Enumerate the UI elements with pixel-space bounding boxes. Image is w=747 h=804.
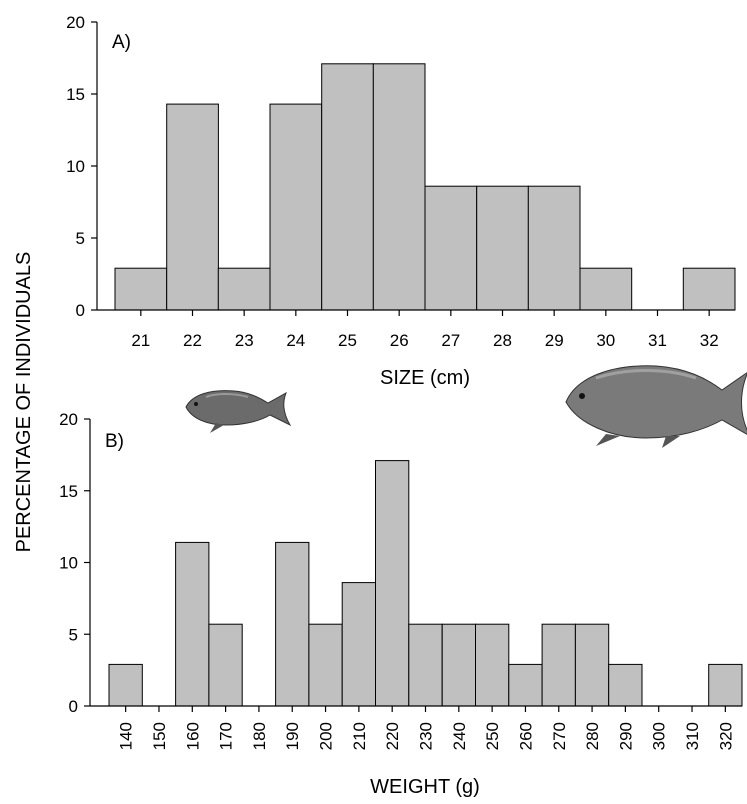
y-tick-label-b: 5 [69,625,78,644]
x-tick-label-a: 22 [183,331,202,350]
x-tick-label-b: 250 [483,722,502,750]
x-tick-label-b: 280 [583,722,602,750]
y-tick-label-a: 15 [66,85,85,104]
x-tick-label-b: 150 [150,722,169,750]
y-ticks-b: 0 5 10 15 20 [59,410,90,716]
bar-a-27 [425,186,477,310]
x-tick-label-a: 23 [235,331,254,350]
bar-b-280 [575,624,608,706]
x-tick-label-b: 240 [450,722,469,750]
x-tick-label-b: 200 [317,722,336,750]
x-tick-label-a: 32 [700,331,719,350]
x-tick-label-b: 160 [183,722,202,750]
bar-b-250 [476,624,509,706]
bar-b-200 [309,624,342,706]
x-tick-label-b: 310 [683,722,702,750]
bar-a-23 [218,268,270,310]
large-fish-icon [566,366,747,448]
y-ticks-a: 0 5 10 15 20 [66,13,97,320]
x-tick-label-b: 230 [417,722,436,750]
x-axis-title-a: SIZE (cm) [380,367,470,389]
bar-a-22 [167,104,219,310]
bars-a [115,64,735,310]
x-ticks-b: 140 150 160 170 180 190 200 210 220 230 240 250 260 2… [117,706,736,750]
bar-b-140 [109,664,142,706]
x-tick-label-a: 25 [338,331,357,350]
y-tick-label-b: 0 [69,697,78,716]
x-tick-label-b: 260 [516,722,535,750]
bar-b-320 [709,664,742,706]
x-tick-label-b: 290 [616,722,635,750]
y-tick-label-b: 15 [59,482,78,501]
x-tick-label-b: 300 [650,722,669,750]
x-tick-label-b: 270 [550,722,569,750]
x-tick-label-a: 28 [493,331,512,350]
bar-a-25 [322,64,374,310]
bar-b-240 [442,624,475,706]
bar-b-230 [409,624,442,706]
bar-b-270 [542,624,575,706]
bar-a-24 [270,104,322,310]
x-tick-label-b: 170 [217,722,236,750]
x-tick-label-b: 220 [383,722,402,750]
panel-b: 0 5 10 15 20 140 150 160 170 180 190 200 210 220 230 2… [59,410,742,798]
panel-label-a: A) [112,32,131,53]
x-tick-label-a: 27 [441,331,460,350]
x-tick-label-b: 190 [283,722,302,750]
x-tick-label-b: 180 [250,722,269,750]
bar-a-30 [580,268,632,310]
y-tick-label-a: 5 [76,229,85,248]
bar-b-290 [609,664,642,706]
bar-b-210 [342,583,375,706]
x-tick-label-a: 21 [131,331,150,350]
y-axis-title: PERCENTAGE OF INDIVIDUALS [13,252,35,553]
bar-b-260 [509,664,542,706]
bar-b-190 [276,542,309,706]
x-axis-title-b: WEIGHT (g) [370,776,480,798]
y-tick-label-b: 20 [59,410,78,429]
x-tick-label-a: 26 [390,331,409,350]
bar-b-160 [176,542,209,706]
bar-a-28 [477,186,529,310]
bar-a-32 [683,268,735,310]
bar-a-21 [115,268,167,310]
x-tick-label-b: 210 [350,722,369,750]
bar-a-29 [528,186,580,310]
x-tick-label-b: 320 [716,722,735,750]
y-tick-label-a: 20 [66,13,85,32]
bar-b-170 [209,624,242,706]
panel-label-b: B) [105,431,124,452]
bar-b-220 [376,461,409,706]
bars-b [109,461,742,706]
bar-a-26 [373,64,425,310]
x-tick-label-a: 29 [545,331,564,350]
y-tick-label-b: 10 [59,554,78,573]
y-tick-label-a: 10 [66,157,85,176]
x-tick-label-a: 31 [648,331,667,350]
x-tick-label-b: 140 [117,722,136,750]
small-fish-icon [186,391,290,433]
x-ticks-a: 21 22 23 24 25 26 27 28 29 30 31 32 [131,310,718,350]
panel-a: 0 5 10 15 20 21 22 23 24 25 26 27 28 29 30 31 32 A) SIZ… [66,13,735,389]
x-tick-label-a: 24 [286,331,305,350]
x-tick-label-a: 30 [596,331,615,350]
y-tick-label-a: 0 [76,301,85,320]
